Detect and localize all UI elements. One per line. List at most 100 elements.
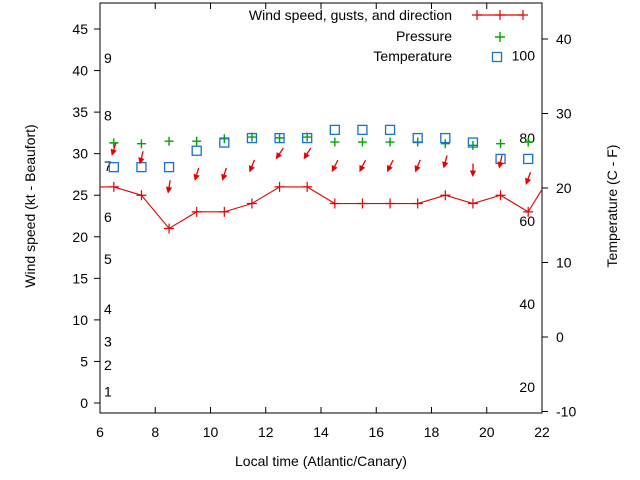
gust-direction-arrow-head bbox=[165, 186, 173, 194]
legend-sample-wind-plus bbox=[495, 10, 505, 20]
temperature-point bbox=[302, 132, 313, 144]
gust-direction-arrow-head bbox=[275, 152, 283, 160]
legend-item-wind: Wind speed, gusts, and direction bbox=[248, 7, 452, 23]
x-tick-label: 12 bbox=[258, 424, 274, 440]
beaufort-label: 3 bbox=[104, 333, 112, 349]
beaufort-label: 4 bbox=[104, 301, 112, 317]
y-right-tick-label: 40 bbox=[556, 31, 572, 47]
wind-speed-point bbox=[523, 206, 534, 217]
y-left-tick-label: 10 bbox=[72, 312, 88, 328]
wind-speed-point bbox=[274, 181, 285, 192]
y-left-tick-label: 0 bbox=[80, 395, 88, 411]
x-tick-label: 22 bbox=[534, 424, 550, 440]
fahrenheit-label: 100 bbox=[512, 47, 536, 63]
wind-speed-line bbox=[100, 186, 543, 230]
wind-speed-point bbox=[329, 198, 340, 209]
gust-direction-arrow-head bbox=[138, 157, 145, 165]
temperature-point bbox=[163, 161, 175, 173]
legend-sample-wind-plus bbox=[472, 10, 482, 20]
wind-speed-point bbox=[495, 190, 506, 201]
x-tick-label: 8 bbox=[151, 424, 159, 440]
gust-direction-arrow-head bbox=[221, 173, 228, 181]
beaufort-label: 6 bbox=[104, 209, 112, 225]
temperature-point bbox=[412, 132, 423, 144]
x-tick-label: 18 bbox=[424, 424, 440, 440]
pressure-point bbox=[164, 136, 174, 146]
pressure-point bbox=[275, 133, 285, 143]
legend-item-pressure: Pressure bbox=[395, 28, 452, 44]
x-axis-label: Local time (Atlantic/Canary) bbox=[235, 453, 407, 469]
y-axis-label-left: Wind speed (kt - Beaufort) bbox=[22, 124, 38, 288]
temperature-point bbox=[108, 161, 119, 173]
wind-speed-point bbox=[385, 198, 396, 209]
y-left-tick-label: 25 bbox=[72, 187, 88, 203]
beaufort-label: 2 bbox=[104, 357, 112, 373]
beaufort-label: 9 bbox=[104, 50, 112, 66]
pressure-point bbox=[468, 140, 478, 150]
x-tick-label: 20 bbox=[479, 424, 495, 440]
temperature-point bbox=[384, 124, 396, 136]
y-right-tick-label: 10 bbox=[556, 255, 572, 271]
legend-item-temperature: Temperature bbox=[373, 48, 452, 64]
legend-sample-wind-plus bbox=[518, 10, 528, 20]
beaufort-label: 8 bbox=[104, 107, 112, 123]
temperature-point bbox=[467, 137, 479, 148]
wind-speed-point bbox=[164, 223, 175, 234]
x-tick-label: 10 bbox=[203, 424, 219, 440]
pressure-point bbox=[109, 138, 119, 148]
gust-direction-arrow-head bbox=[525, 177, 532, 185]
gust-direction-arrow-head bbox=[248, 165, 255, 173]
y-left-tick-label: 5 bbox=[80, 353, 88, 369]
wind-speed-point bbox=[440, 190, 451, 201]
pressure-point bbox=[440, 139, 450, 149]
pressure-point bbox=[330, 137, 340, 147]
wind-speed-point bbox=[357, 198, 368, 209]
pressure-point bbox=[523, 137, 533, 147]
temperature-point bbox=[219, 137, 230, 148]
gust-direction-arrow-head bbox=[193, 173, 200, 181]
temperature-point bbox=[246, 132, 258, 144]
y-right-tick-label: 0 bbox=[556, 329, 564, 345]
gust-direction-arrow-head bbox=[442, 161, 449, 169]
gust-direction-arrow-head bbox=[386, 164, 393, 173]
wind-speed-point bbox=[191, 206, 202, 217]
y-axis-label-right: Temperature (C - F) bbox=[604, 144, 620, 268]
fahrenheit-label: 40 bbox=[519, 296, 535, 312]
y-left-tick-label: 30 bbox=[72, 146, 88, 162]
fahrenheit-label: 20 bbox=[519, 379, 535, 395]
temperature-point bbox=[274, 132, 285, 144]
y-left-tick-label: 35 bbox=[72, 104, 88, 120]
gust-direction-arrow-head bbox=[303, 152, 310, 160]
wind-speed-point bbox=[136, 190, 147, 201]
y-left-tick-label: 15 bbox=[72, 270, 88, 286]
fahrenheit-label: 80 bbox=[519, 130, 535, 146]
beaufort-label: 5 bbox=[104, 251, 112, 267]
x-tick-label: 14 bbox=[313, 424, 329, 440]
gust-direction-arrow-head bbox=[110, 148, 117, 156]
temperature-point bbox=[329, 124, 340, 136]
x-tick-label: 16 bbox=[368, 424, 384, 440]
gust-direction-arrow-head bbox=[469, 170, 477, 178]
gust-direction-arrow-head bbox=[359, 164, 366, 173]
y-left-tick-label: 45 bbox=[72, 21, 88, 37]
beaufort-label: 7 bbox=[104, 158, 112, 174]
temperature-point bbox=[191, 145, 202, 156]
legend-sample-temperature-square bbox=[491, 51, 503, 63]
gust-direction-arrow-head bbox=[497, 161, 504, 169]
gust-direction-arrow-head bbox=[414, 165, 421, 173]
y-left-tick-label: 20 bbox=[72, 229, 88, 245]
pressure-point bbox=[219, 134, 229, 144]
wind-speed-point bbox=[412, 198, 423, 209]
pressure-point bbox=[357, 137, 367, 147]
temperature-point bbox=[136, 161, 147, 173]
y-left-tick-label: 40 bbox=[72, 63, 88, 79]
y-right-tick-label: 20 bbox=[556, 180, 572, 196]
pressure-point bbox=[385, 137, 395, 147]
pressure-point bbox=[192, 136, 202, 146]
wind-speed-point bbox=[302, 181, 313, 192]
wind-speed-point bbox=[108, 181, 119, 192]
wind-speed-point bbox=[219, 206, 230, 217]
wind-speed-point bbox=[246, 198, 257, 209]
